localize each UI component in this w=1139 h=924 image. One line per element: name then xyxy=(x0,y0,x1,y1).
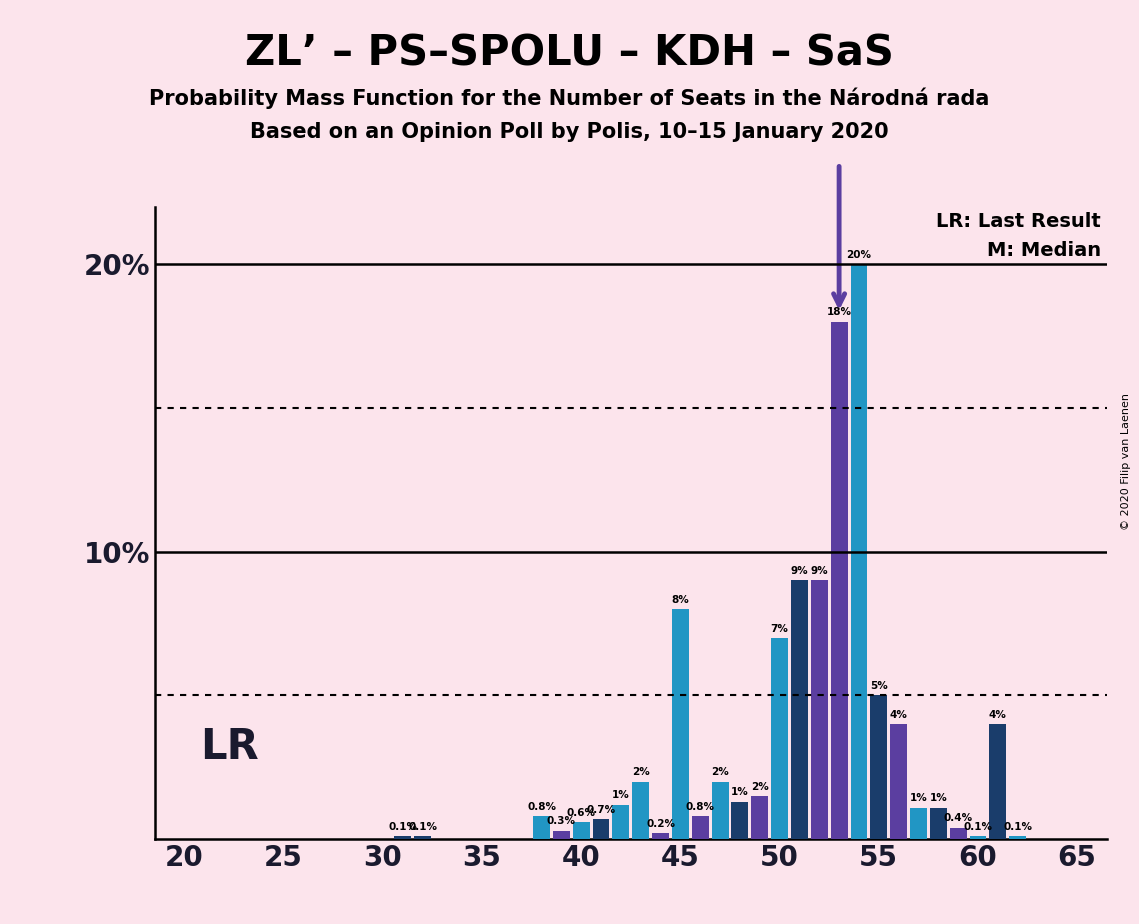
Text: 0.7%: 0.7% xyxy=(587,805,615,815)
Bar xyxy=(830,322,847,839)
Text: 0.4%: 0.4% xyxy=(943,813,973,823)
Text: 0.1%: 0.1% xyxy=(388,822,417,832)
Text: Probability Mass Function for the Number of Seats in the Národná rada: Probability Mass Function for the Number… xyxy=(149,88,990,109)
Text: ZLʼ – PS–SPOLU – KDH – SaS: ZLʼ – PS–SPOLU – KDH – SaS xyxy=(245,32,894,74)
Bar xyxy=(394,836,411,839)
Text: 1%: 1% xyxy=(612,790,630,800)
Text: LR: LR xyxy=(200,726,259,768)
Bar xyxy=(771,638,788,839)
Bar xyxy=(415,836,431,839)
Text: 2%: 2% xyxy=(632,767,649,777)
Text: 0.6%: 0.6% xyxy=(567,808,596,818)
Bar xyxy=(552,831,570,839)
Text: 20%: 20% xyxy=(846,249,871,260)
Bar xyxy=(691,816,708,839)
Text: 18%: 18% xyxy=(827,308,852,318)
Bar xyxy=(969,836,986,839)
Bar xyxy=(811,580,828,839)
Text: 0.8%: 0.8% xyxy=(686,802,715,812)
Text: 0.2%: 0.2% xyxy=(646,819,675,829)
Bar xyxy=(731,802,748,839)
Text: 8%: 8% xyxy=(672,595,689,605)
Bar xyxy=(1009,836,1026,839)
Bar xyxy=(592,819,609,839)
Bar xyxy=(851,264,868,839)
Text: 0.3%: 0.3% xyxy=(547,816,576,826)
Bar xyxy=(870,696,887,839)
Text: © 2020 Filip van Laenen: © 2020 Filip van Laenen xyxy=(1121,394,1131,530)
Text: 9%: 9% xyxy=(790,566,809,577)
Text: 4%: 4% xyxy=(890,710,908,720)
Bar xyxy=(533,816,550,839)
Bar xyxy=(929,808,947,839)
Text: 0.1%: 0.1% xyxy=(1003,822,1032,832)
Text: Based on an Opinion Poll by Polis, 10–15 January 2020: Based on an Opinion Poll by Polis, 10–15… xyxy=(251,122,888,142)
Bar xyxy=(891,724,907,839)
Bar xyxy=(752,796,768,839)
Text: 4%: 4% xyxy=(989,710,1007,720)
Bar xyxy=(632,782,649,839)
Bar xyxy=(712,782,729,839)
Text: 1%: 1% xyxy=(910,793,927,803)
Text: 0.8%: 0.8% xyxy=(527,802,556,812)
Text: LR: Last Result: LR: Last Result xyxy=(936,213,1101,232)
Bar xyxy=(672,609,689,839)
Bar xyxy=(613,805,630,839)
Text: 0.1%: 0.1% xyxy=(964,822,992,832)
Bar xyxy=(653,833,669,839)
Text: M: Median: M: Median xyxy=(986,241,1101,261)
Text: 9%: 9% xyxy=(811,566,828,577)
Bar xyxy=(573,822,590,839)
Text: 1%: 1% xyxy=(731,787,748,797)
Bar xyxy=(910,808,927,839)
Bar xyxy=(990,724,1006,839)
Text: 7%: 7% xyxy=(771,624,788,634)
Text: 2%: 2% xyxy=(711,767,729,777)
Text: 0.1%: 0.1% xyxy=(408,822,437,832)
Bar xyxy=(790,580,808,839)
Text: 1%: 1% xyxy=(929,793,948,803)
Bar xyxy=(950,828,967,839)
Text: 5%: 5% xyxy=(870,681,887,691)
Text: 2%: 2% xyxy=(751,782,769,792)
